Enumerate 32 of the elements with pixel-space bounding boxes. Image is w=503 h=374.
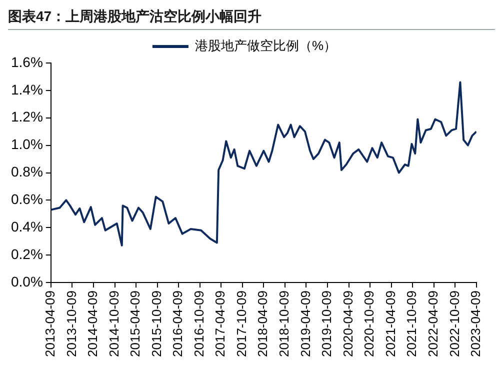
y-tick-label: 1.4%: [10, 81, 43, 98]
x-tick-label: 2015-10-09: [148, 290, 164, 357]
y-tick-label: 0.6%: [10, 191, 43, 208]
x-tick-label: 2016-04-09: [170, 290, 186, 357]
x-tick-label: 2014-04-09: [85, 290, 100, 357]
x-tick-label: 2020-04-09: [340, 290, 356, 357]
x-tick-label: 2013-04-09: [42, 290, 58, 357]
x-tick-label: 2023-04-09: [468, 290, 483, 357]
x-tick-label: 2013-10-09: [64, 290, 79, 357]
x-tick-label: 2019-04-09: [298, 290, 313, 357]
x-tick-label: 2022-04-09: [425, 290, 440, 357]
x-tick-label: 2019-10-09: [319, 290, 334, 357]
y-tick-label: 1.2%: [10, 108, 43, 125]
x-tick-label: 2017-04-09: [212, 290, 228, 357]
x-tick-label: 2015-04-09: [128, 290, 143, 357]
y-tick-label: 0.2%: [10, 246, 43, 262]
chart-title: 图表47：上周港股地产沽空比例小幅回升: [8, 8, 495, 30]
y-tick-label: 0.8%: [10, 164, 43, 180]
x-tick-label: 2021-10-09: [404, 290, 420, 357]
legend-label: 港股地产做空比例（%）: [194, 38, 337, 54]
x-tick-label: 2014-10-09: [106, 290, 122, 357]
y-tick-label: 1.0%: [10, 136, 43, 152]
y-tick-label: 0.0%: [10, 273, 43, 290]
x-tick-label: 2017-10-09: [234, 290, 250, 357]
x-tick-label: 2018-10-09: [276, 290, 292, 357]
x-tick-label: 2022-10-09: [446, 290, 462, 357]
x-tick-label: 2018-04-09: [255, 290, 270, 357]
y-tick-label: 1.6%: [10, 54, 43, 70]
x-tick-label: 2020-10-09: [362, 290, 377, 357]
x-tick-label: 2016-10-09: [192, 290, 207, 357]
x-tick-label: 2021-04-09: [382, 290, 398, 357]
y-tick-label: 0.4%: [10, 218, 43, 234]
